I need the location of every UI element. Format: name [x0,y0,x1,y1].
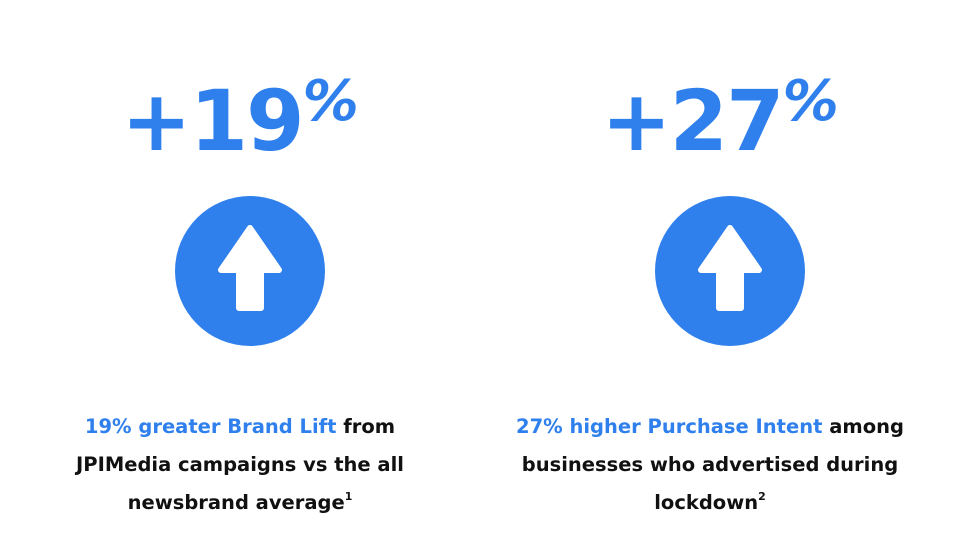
arrow-up-icon [655,196,805,346]
brand-lift-figure: +19% [0,74,480,164]
brand-lift-description: from JPIMedia campaigns vs the all newsb… [76,414,404,514]
arrow-up-icon [175,196,325,346]
brand-lift-percent-sign: % [302,69,359,134]
purchase-intent-description: among businesses who advertised during l… [521,414,904,514]
brand-lift-highlight: 19% greater Brand Lift [84,414,337,438]
purchase-intent-caption: 27% higher Purchase Intent among busines… [500,408,920,522]
brand-lift-stat: +19% 19% greater Brand Lift from JPIMedi… [0,74,480,522]
brand-lift-footnote: 1 [344,489,353,503]
brand-lift-value: +19 [121,72,304,170]
purchase-intent-footnote: 2 [758,489,766,503]
purchase-intent-value: +27 [601,72,784,170]
purchase-intent-stat: +27% 27% higher Purchase Intent among bu… [480,0,960,540]
purchase-intent-highlight: 27% higher Purchase Intent [516,414,823,438]
purchase-intent-figure: +27% [480,74,960,164]
purchase-intent-percent-sign: % [782,69,839,134]
brand-lift-caption: 19% greater Brand Lift from JPIMedia cam… [40,408,440,522]
